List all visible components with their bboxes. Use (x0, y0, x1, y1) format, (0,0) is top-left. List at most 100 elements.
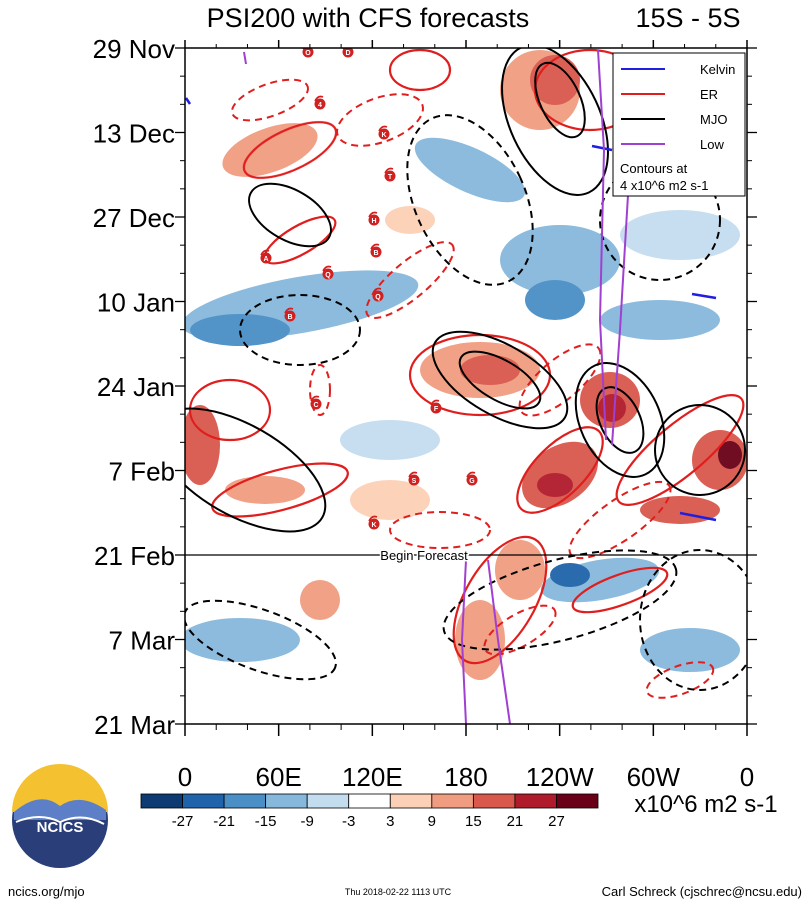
cyclone-marker-dot (260, 252, 272, 264)
mjo-contour (639, 549, 747, 691)
cyclone-marker-dot (378, 128, 390, 140)
neg-anomaly (185, 618, 300, 662)
cyclone-marker-dot (322, 268, 334, 280)
cyclone-marker-tail (408, 471, 418, 478)
footer-timestamp: Thu 2018-02-22 1113 UTC (345, 887, 452, 897)
mjo-contour (442, 549, 678, 651)
cyclone-marker-dot (284, 310, 296, 322)
x-tick-label: 60E (256, 762, 302, 792)
logo-mountains (14, 799, 106, 820)
pos-anomaly (225, 476, 305, 504)
cyclone-marker: B (284, 307, 296, 322)
colorbar-bin (514, 793, 557, 809)
legend-er-label: ER (700, 87, 718, 102)
kelvin-contour (185, 97, 192, 105)
cyclone-marker-label: S (412, 478, 417, 485)
cyclone-marker-dot (372, 290, 384, 302)
er-contour (231, 78, 309, 122)
er-contour (452, 535, 548, 665)
cyclone-marker: K (368, 515, 380, 530)
colorbar-label: -9 (301, 813, 314, 830)
x-axis: 0 60E 120E 180 120W 60W 0 (178, 40, 754, 792)
pos-anomaly (495, 540, 545, 600)
legend-low-label: Low (700, 137, 724, 152)
cyclone-marker: B (370, 243, 382, 258)
mjo-contour (431, 330, 569, 430)
cyclone-marker-tail (430, 399, 440, 406)
cyclone-marker: G (466, 471, 478, 486)
er-contours-negative (231, 78, 715, 699)
mjo-contour (654, 404, 746, 496)
mjo-contour (248, 182, 332, 248)
er-contour (645, 661, 715, 699)
colorbar-bin (306, 793, 350, 809)
er-contour (211, 462, 349, 518)
colorbar-bin (389, 793, 433, 809)
cyclone-marker-label: F (434, 406, 439, 413)
cyclone-marker: 4 (314, 95, 326, 110)
er-contour (483, 604, 557, 656)
cyclone-markers: O D 4 K T H B A Q Q B C F S G K (260, 48, 478, 530)
pos-anomaly (300, 580, 340, 620)
kelvin-contours (185, 97, 717, 522)
logo-text: NCICS (37, 819, 84, 836)
cyclone-marker: O (302, 48, 314, 58)
colorbar-label: 9 (428, 813, 436, 830)
ncics-logo: NCICS (12, 764, 108, 868)
colorbar-label: 3 (386, 813, 394, 830)
cyclone-marker: D (342, 48, 354, 58)
kelvin-contour (591, 144, 613, 152)
low-contour (487, 559, 511, 724)
cyclone-marker-label: 4 (318, 102, 322, 109)
neg-anomaly (640, 628, 740, 672)
cyclone-marker-label: B (287, 314, 292, 321)
pos-anomaly (718, 441, 742, 469)
colorbar-bin (265, 793, 308, 809)
cyclone-marker-dot (342, 48, 354, 58)
er-contour (365, 241, 455, 319)
cyclone-marker-label: B (373, 250, 378, 257)
x-tick-label: 180 (444, 762, 487, 792)
mjo-contour (185, 599, 337, 681)
mjo-contours-negative (185, 114, 747, 691)
er-contour (388, 48, 452, 92)
y-tick-label: 7 Feb (109, 457, 176, 487)
cyclone-marker-dot (314, 98, 326, 110)
mjo-contour (501, 48, 609, 196)
footer-website: ncics.org/mjo (8, 884, 85, 899)
x-tick-label: 120W (526, 762, 594, 792)
cyclone-marker-label: G (469, 478, 475, 485)
cyclone-marker-label: O (305, 50, 311, 57)
y-tick-label: 21 Mar (94, 710, 175, 740)
pos-anomaly (350, 480, 430, 520)
cyclone-marker: Q (322, 265, 334, 280)
mjo-contour (458, 350, 542, 410)
pos-anomaly (598, 394, 626, 422)
mjo-contour (534, 61, 586, 139)
legend-kelvin-label: Kelvin (700, 62, 735, 77)
mjo-contour (595, 386, 645, 454)
colorbar-label: 27 (548, 813, 565, 830)
cyclone-marker-dot (370, 246, 382, 258)
colorbar-bin (431, 793, 474, 809)
mjo-contour (185, 407, 327, 533)
logo-wave (15, 816, 105, 825)
cyclone-marker-tail (378, 125, 388, 132)
x-tick-label: 60W (627, 762, 681, 792)
colorbar-bin (348, 793, 391, 809)
cyclone-marker: S (408, 471, 420, 486)
er-contour (571, 566, 669, 614)
er-contour (309, 364, 331, 416)
cyclone-marker-tail (368, 515, 378, 522)
y-tick-label: 27 Dec (93, 203, 175, 233)
cyclone-marker-label: T (388, 174, 393, 181)
y-tick-label: 10 Jan (97, 288, 175, 318)
colorbar-label: 21 (507, 813, 524, 830)
legend-mjo-label: MJO (700, 112, 727, 127)
colorbar-bin (472, 793, 516, 809)
er-contour (242, 121, 338, 179)
y-tick-label: 24 Jan (97, 372, 175, 402)
cyclone-marker: K (378, 125, 390, 140)
footer-author: Carl Schreck (cjschrec@ncsu.edu) (602, 884, 802, 899)
y-tick-label: 13 Dec (93, 119, 175, 149)
